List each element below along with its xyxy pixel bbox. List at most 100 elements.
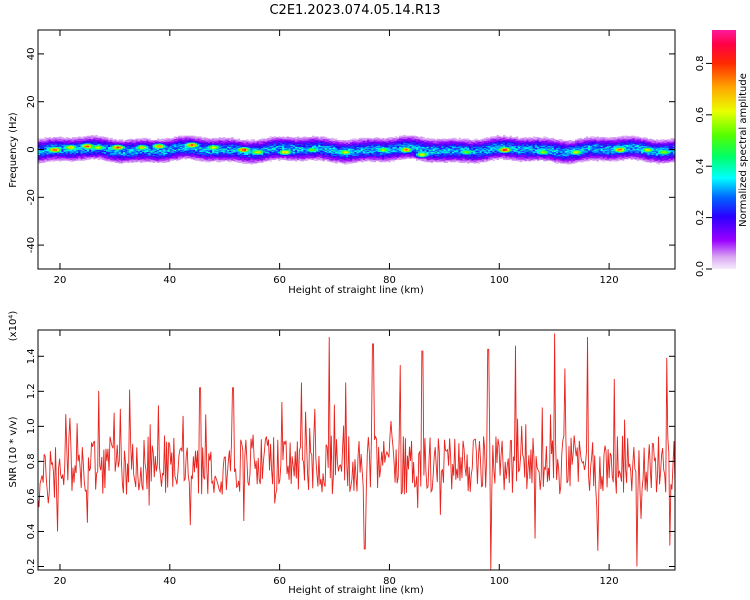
heatmap-cell [99,148,103,150]
heatmap-cell [135,148,139,150]
heatmap-cell [199,151,202,153]
heatmap-cell [178,150,181,153]
heatmap-cell [91,140,94,142]
heatmap-cell [171,155,175,157]
heatmap-cell [84,157,88,159]
heatmap-cell [167,141,171,143]
heatmap-cell [97,137,100,139]
heatmap-cell [235,148,238,150]
heatmap-cell [133,150,137,152]
heatmap-cell [52,139,56,141]
heatmap-cell [67,147,71,149]
heatmap-cell [322,138,326,140]
heatmap-cell [82,154,86,156]
heatmap-cell [159,149,162,151]
heatmap-cell [271,145,275,147]
heatmap-cell [203,152,207,154]
heatmap-cell [322,150,326,153]
heatmap-cell [108,157,111,159]
heatmap-cell [218,148,221,150]
heatmap-cell [171,156,175,158]
heatmap-cell [42,139,45,141]
heatmap-cell [226,138,230,140]
heatmap-cell [131,156,134,158]
heatmap-cell [129,149,132,151]
heatmap-cell [246,149,249,151]
heatmap-cell [218,145,221,147]
heatmap-cell [186,136,190,138]
heatmap-cell [305,146,309,148]
heatmap-cell [38,154,41,156]
heatmap-cell [38,143,41,145]
heatmap-cell [44,142,47,144]
heatmap-cell [224,148,228,150]
heatmap-cell [95,136,98,138]
heatmap-cell [207,141,211,143]
heatmap-cell [133,146,137,148]
heatmap-cell [97,137,100,139]
heatmap-cell [48,159,52,161]
heatmap-cell [105,137,109,139]
heatmap-cell [252,140,255,142]
heatmap-cell [256,161,260,163]
heatmap-cell [326,158,330,160]
heatmap-cell [252,154,255,156]
heatmap-cell [133,161,137,163]
heatmap-cell [220,158,224,161]
heatmap-cell [167,152,171,154]
heatmap-cell [88,136,92,138]
heatmap-cell [243,141,247,143]
heatmap-cell [146,157,149,159]
heatmap-cell [190,150,194,153]
heatmap-cell [280,158,283,161]
heatmap-cell [224,139,228,141]
heatmap-cell [38,140,41,142]
heatmap-cell [199,159,202,161]
heatmap-cell [318,151,321,153]
heatmap-cell [182,142,185,145]
heatmap-cell [44,145,47,147]
heatmap-cell [95,140,98,142]
heatmap-cell [305,149,309,151]
heatmap-cell [212,143,215,145]
heatmap-cell [52,140,56,142]
heatmap-cell [71,158,75,160]
heatmap-cell [50,138,54,140]
heatmap-cell [190,135,194,137]
heatmap-cell [205,146,209,148]
heatmap-cell [150,160,154,162]
heatmap-cell [163,153,166,155]
heatmap-cell [256,156,260,158]
heatmap-cell [311,143,315,145]
heatmap-cell [269,158,272,160]
heatmap-cell [86,153,90,155]
heatmap-cell [258,140,262,142]
heatmap-cell [316,148,319,150]
heatmap-cell [148,144,151,146]
heatmap-cell [63,152,66,154]
heatmap-cell [303,148,306,150]
heatmap-cell [91,147,94,149]
heatmap-cell [316,142,319,145]
heatmap-cell [152,158,156,161]
heatmap-cell [86,142,90,144]
heatmap-cell [48,152,52,154]
heatmap-cell [88,149,92,151]
heatmap-cell [69,147,73,149]
heatmap-cell [186,138,190,140]
heatmap-cell [263,153,266,155]
heatmap-cell [231,137,234,139]
heatmap-cell [277,156,281,158]
heatmap-cell [309,147,313,149]
heatmap-cell [275,148,279,150]
heatmap-cell [63,156,66,158]
heatmap-cell [91,146,94,148]
heatmap-cell [42,156,45,158]
heatmap-cell [294,160,298,162]
heatmap-cell [156,140,160,142]
heatmap-cell [229,157,232,159]
heatmap-cell [74,147,77,149]
heatmap-cell [163,154,166,156]
heatmap-cell [82,159,86,161]
heatmap-cell [78,155,81,157]
